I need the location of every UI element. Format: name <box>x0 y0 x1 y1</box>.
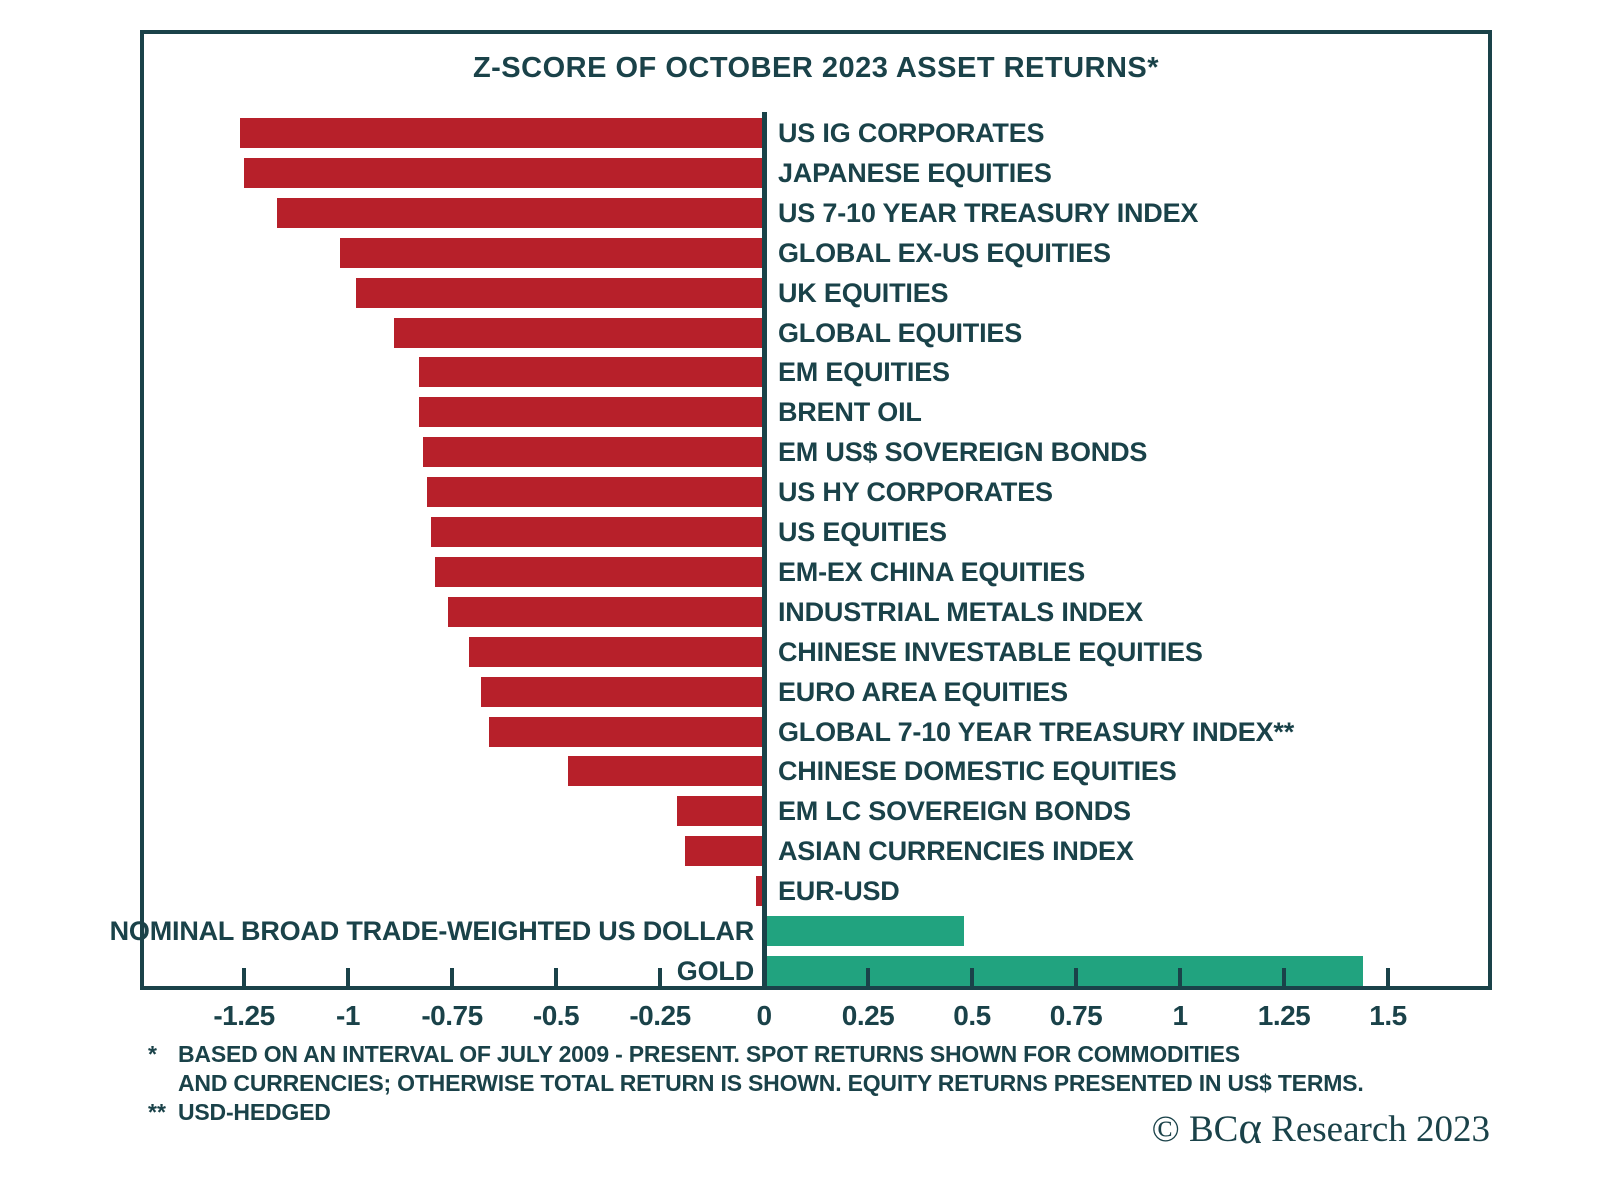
x-axis-tick-label: -0.5 <box>532 1000 580 1031</box>
footnote-row: * BASED ON AN INTERVAL OF JULY 2009 - PR… <box>148 1040 1378 1098</box>
footnote-text: USD-HEDGED <box>178 1099 331 1125</box>
footnote-marker: * <box>148 1041 157 1067</box>
bar <box>685 836 764 866</box>
credit-alpha-glyph: α <box>1238 1103 1262 1153</box>
x-axis-tick <box>866 968 870 986</box>
bar-label: EURO AREA EQUITIES <box>778 677 1068 707</box>
credit-prefix: © BC <box>1151 1109 1239 1150</box>
bar <box>677 796 764 826</box>
x-axis-tick <box>1386 968 1390 986</box>
x-axis-tick <box>1074 968 1078 986</box>
bar <box>448 597 764 627</box>
bar-label: US 7-10 YEAR TREASURY INDEX <box>778 198 1199 228</box>
x-axis-tick-label: 0.75 <box>1049 1000 1103 1031</box>
x-axis-tick-label: -0.75 <box>421 1000 483 1031</box>
bar-label: GLOBAL EQUITIES <box>778 318 1023 348</box>
x-axis-tick <box>1282 968 1286 986</box>
x-axis-tick-label: -0.25 <box>629 1000 691 1031</box>
bar <box>489 717 764 747</box>
x-axis-tick <box>242 968 246 986</box>
bar <box>469 637 764 667</box>
x-axis-tick-label: 1 <box>1172 1000 1188 1031</box>
x-axis-tick-label: -1.25 <box>213 1000 275 1031</box>
bar-label: GLOBAL EX-US EQUITIES <box>778 238 1111 268</box>
bar <box>419 397 764 427</box>
bar <box>356 278 764 308</box>
bar-label: UK EQUITIES <box>778 278 949 308</box>
x-axis-tick <box>346 968 350 986</box>
copyright-credit: © BCα Research 2023 <box>1151 1106 1490 1151</box>
footnote-row: ** USD-HEDGED <box>148 1098 1378 1127</box>
chart-title: Z-SCORE OF OCTOBER 2023 ASSET RETURNS* <box>472 52 1160 84</box>
plot-area <box>140 30 1492 990</box>
credit-suffix: Research 2023 <box>1261 1109 1490 1150</box>
bar-label: US HY CORPORATES <box>778 477 1053 507</box>
bar <box>481 677 764 707</box>
x-axis-tick-label: 0.25 <box>841 1000 895 1031</box>
bar <box>764 956 1363 986</box>
bar <box>568 756 764 786</box>
x-axis-tick <box>970 968 974 986</box>
x-axis-tick-label: 1.25 <box>1257 1000 1311 1031</box>
x-axis-tick <box>658 968 662 986</box>
bar <box>423 437 764 467</box>
bar <box>394 318 764 348</box>
bar-label: GOLD <box>676 956 754 986</box>
bar-label: BRENT OIL <box>778 397 922 427</box>
bar-label: JAPANESE EQUITIES <box>778 158 1052 188</box>
bar-label: US EQUITIES <box>778 517 947 547</box>
x-axis-tick <box>762 968 766 986</box>
zero-axis-line <box>762 112 767 986</box>
bar-label: CHINESE DOMESTIC EQUITIES <box>778 756 1177 786</box>
x-axis-tick <box>554 968 558 986</box>
bar <box>240 118 764 148</box>
bar-label: EUR-USD <box>778 876 900 906</box>
bar-label: NOMINAL BROAD TRADE-WEIGHTED US DOLLAR <box>109 916 755 946</box>
bar-label: EM-EX CHINA EQUITIES <box>778 557 1086 587</box>
bar-label: EM EQUITIES <box>778 357 950 387</box>
bar <box>764 916 964 946</box>
bar-label: EM US$ SOVEREIGN BONDS <box>778 437 1148 467</box>
bar <box>435 557 764 587</box>
bar-label: CHINESE INVESTABLE EQUITIES <box>778 637 1203 667</box>
bar-label: GLOBAL 7-10 YEAR TREASURY INDEX** <box>778 717 1295 747</box>
bar <box>756 876 764 906</box>
bar-label: ASIAN CURRENCIES INDEX <box>778 836 1134 866</box>
bar <box>427 477 764 507</box>
bar <box>340 238 764 268</box>
x-axis-tick-label: 0.5 <box>953 1000 991 1031</box>
footnote-text: BASED ON AN INTERVAL OF JULY 2009 - PRES… <box>178 1041 1364 1096</box>
bar-label: INDUSTRIAL METALS INDEX <box>778 597 1143 627</box>
x-axis-tick-label: 1.5 <box>1369 1000 1407 1031</box>
bar <box>431 517 764 547</box>
footnote-marker: ** <box>148 1099 166 1125</box>
x-axis-tick-label: -1 <box>336 1000 360 1031</box>
bar <box>277 198 764 228</box>
bar <box>244 158 764 188</box>
bar-label: US IG CORPORATES <box>778 118 1045 148</box>
x-axis-tick-label: 0 <box>756 1000 772 1031</box>
bar-label: EM LC SOVEREIGN BONDS <box>778 796 1131 826</box>
x-axis-tick <box>1178 968 1182 986</box>
x-axis-tick <box>450 968 454 986</box>
bar <box>419 357 764 387</box>
footnotes: * BASED ON AN INTERVAL OF JULY 2009 - PR… <box>148 1040 1378 1127</box>
